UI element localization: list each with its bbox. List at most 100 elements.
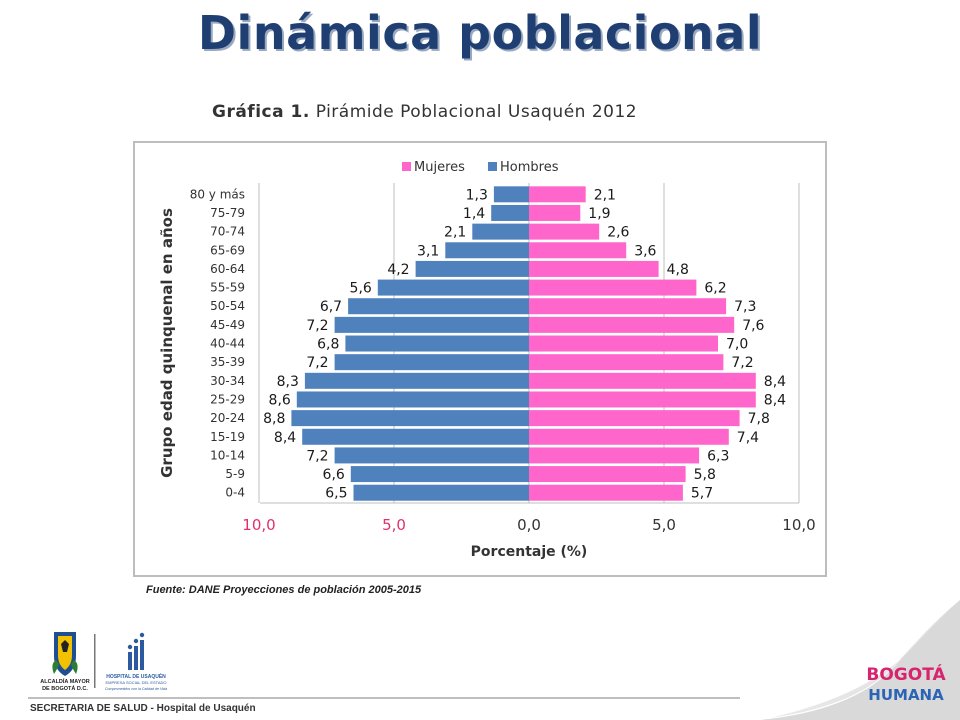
hospital-logo-icon bbox=[127, 632, 145, 670]
category-label-3: 65-69 bbox=[210, 243, 245, 257]
category-label-1: 75-79 bbox=[210, 206, 245, 220]
category-label-14: 10-14 bbox=[210, 448, 245, 462]
data-label-mujeres-3: 3,6 bbox=[634, 243, 656, 259]
bar-hombres-9 bbox=[334, 354, 529, 371]
legend-swatch-hombres bbox=[488, 162, 497, 171]
data-label-hombres-6: 6,7 bbox=[320, 299, 342, 315]
bar-mujeres-6 bbox=[529, 298, 727, 315]
brand-line-2: HUMANA bbox=[868, 686, 944, 704]
data-label-hombres-0: 1,3 bbox=[466, 187, 488, 203]
hospital-line-1: HOSPITAL DE USAQUÉN bbox=[106, 672, 166, 680]
x-tick-label-0: 10,0 bbox=[242, 516, 275, 534]
category-label-13: 15-19 bbox=[210, 430, 245, 444]
data-label-hombres-16: 6,5 bbox=[325, 486, 347, 502]
bar-hombres-15 bbox=[350, 466, 529, 483]
bar-hombres-5 bbox=[377, 279, 529, 296]
x-tick-label-4: 10,0 bbox=[782, 516, 815, 534]
x-axis-title: Porcentaje (%) bbox=[471, 544, 588, 560]
alcaldia-line-2: DE BOGOTÁ D.C. bbox=[42, 685, 88, 692]
data-label-mujeres-16: 5,7 bbox=[691, 486, 713, 502]
bar-mujeres-7 bbox=[529, 316, 735, 333]
category-label-16: 0-4 bbox=[225, 486, 245, 500]
category-label-0: 80 y más bbox=[190, 187, 245, 201]
logo-divider bbox=[94, 634, 96, 688]
source-note: Fuente: DANE Proyecciones de población 2… bbox=[146, 584, 422, 596]
category-label-8: 40-44 bbox=[210, 337, 245, 351]
category-label-11: 25-29 bbox=[210, 392, 245, 406]
x-tick-label-1: 5,0 bbox=[382, 516, 406, 534]
bar-mujeres-0 bbox=[529, 186, 586, 203]
bar-hombres-6 bbox=[348, 298, 529, 315]
data-label-hombres-12: 8,8 bbox=[263, 411, 285, 427]
footer-text: SECRETARIA DE SALUD - Hospital de Usaqué… bbox=[30, 703, 256, 714]
category-label-4: 60-64 bbox=[210, 262, 245, 276]
bar-mujeres-10 bbox=[529, 372, 756, 389]
bar-mujeres-1 bbox=[529, 204, 581, 221]
data-label-mujeres-2: 2,6 bbox=[607, 225, 629, 241]
x-tick-label-2: 0,0 bbox=[517, 516, 541, 534]
bar-mujeres-14 bbox=[529, 447, 700, 464]
category-label-7: 45-49 bbox=[210, 318, 245, 332]
bar-hombres-2 bbox=[472, 223, 529, 240]
data-label-hombres-8: 6,8 bbox=[317, 337, 339, 353]
bar-hombres-8 bbox=[345, 335, 529, 352]
bar-hombres-10 bbox=[304, 372, 529, 389]
chart-canvas: 2,1 1,3 80 y más 1,9 1,4 75-79 2,6 2,1 70-74 3,6 3… bbox=[158, 160, 816, 560]
data-label-hombres-15: 6,6 bbox=[323, 467, 345, 483]
chart-heading-number: Gráfica 1. bbox=[212, 102, 310, 122]
data-label-hombres-7: 7,2 bbox=[306, 318, 328, 334]
data-label-mujeres-12: 7,8 bbox=[748, 411, 770, 427]
data-label-hombres-1: 1,4 bbox=[463, 206, 485, 222]
footer-divider bbox=[28, 697, 740, 699]
y-axis-title: Grupo edad quinquenal en años bbox=[158, 208, 176, 478]
bar-mujeres-2 bbox=[529, 223, 600, 240]
legend-label-hombres: Hombres bbox=[500, 160, 559, 175]
data-label-mujeres-6: 7,3 bbox=[734, 299, 756, 315]
data-label-mujeres-10: 8,4 bbox=[764, 374, 786, 390]
bar-mujeres-3 bbox=[529, 242, 627, 259]
data-label-hombres-5: 5,6 bbox=[350, 281, 372, 297]
page-curl-decoration bbox=[760, 600, 960, 720]
hospital-line-2: EMPRESA SOCIAL DEL ESTADO bbox=[106, 680, 167, 685]
bar-mujeres-15 bbox=[529, 466, 686, 483]
bar-hombres-16 bbox=[353, 484, 529, 501]
legend-label-mujeres: Mujeres bbox=[414, 160, 465, 175]
data-label-mujeres-14: 6,3 bbox=[707, 448, 729, 464]
data-label-mujeres-8: 7,0 bbox=[726, 337, 748, 353]
legend-swatch-mujeres bbox=[402, 162, 411, 171]
bar-hombres-7 bbox=[334, 316, 529, 333]
category-label-12: 20-24 bbox=[210, 411, 245, 425]
data-label-mujeres-9: 7,2 bbox=[731, 355, 753, 371]
chart-heading: Gráfica 1. Pirámide Poblacional Usaquén … bbox=[212, 102, 637, 122]
data-label-mujeres-7: 7,6 bbox=[742, 318, 764, 334]
category-label-10: 30-34 bbox=[210, 374, 245, 388]
data-label-hombres-2: 2,1 bbox=[444, 225, 466, 241]
bar-hombres-3 bbox=[445, 242, 529, 259]
data-label-mujeres-11: 8,4 bbox=[764, 392, 786, 408]
bar-hombres-14 bbox=[334, 447, 529, 464]
data-label-mujeres-13: 7,4 bbox=[737, 430, 759, 446]
bogota-coat-of-arms-icon bbox=[52, 632, 78, 676]
data-label-hombres-14: 7,2 bbox=[306, 448, 328, 464]
data-label-hombres-9: 7,2 bbox=[306, 355, 328, 371]
data-label-hombres-4: 4,2 bbox=[387, 262, 409, 278]
bar-mujeres-16 bbox=[529, 484, 683, 501]
category-label-9: 35-39 bbox=[210, 355, 245, 369]
data-label-mujeres-5: 6,2 bbox=[704, 281, 726, 297]
chart-heading-text: Pirámide Poblacional Usaquén 2012 bbox=[309, 102, 638, 122]
bar-hombres-1 bbox=[491, 204, 529, 221]
data-label-mujeres-0: 2,1 bbox=[594, 187, 616, 203]
bar-mujeres-9 bbox=[529, 354, 724, 371]
x-tick-label-3: 5,0 bbox=[652, 516, 676, 534]
data-label-hombres-10: 8,3 bbox=[277, 374, 299, 390]
brand-line-1: BOGOTÁ bbox=[866, 663, 946, 685]
category-label-5: 55-59 bbox=[210, 281, 245, 295]
bar-mujeres-5 bbox=[529, 279, 697, 296]
hospital-line-3: Comprometidos con la Calidad de Vida bbox=[105, 687, 167, 691]
bar-mujeres-11 bbox=[529, 391, 756, 408]
data-label-hombres-3: 3,1 bbox=[417, 243, 439, 259]
bar-mujeres-13 bbox=[529, 428, 729, 445]
slide-title: Dinámica poblacional bbox=[197, 6, 763, 60]
category-label-6: 50-54 bbox=[210, 299, 245, 313]
bar-hombres-11 bbox=[296, 391, 529, 408]
